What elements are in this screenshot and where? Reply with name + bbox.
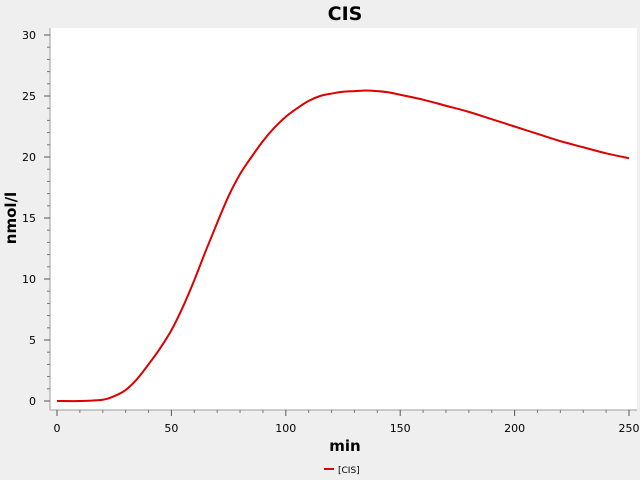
legend-label: [CIS] bbox=[338, 466, 360, 476]
x-tick-label: 100 bbox=[275, 422, 296, 435]
x-tick-label: 250 bbox=[619, 422, 640, 435]
y-tick-label: 20 bbox=[22, 151, 36, 164]
y-tick-label: 15 bbox=[22, 212, 36, 225]
y-tick-label: 0 bbox=[29, 395, 36, 408]
x-axis-ticks: 0 50 100 150 200 250 bbox=[54, 410, 640, 435]
x-tick-label: 50 bbox=[164, 422, 178, 435]
plot-area bbox=[50, 28, 637, 410]
x-tick-label: 0 bbox=[54, 422, 61, 435]
y-axis-label: nmol/l bbox=[2, 192, 20, 244]
series-line-0 bbox=[56, 89, 630, 403]
y-tick-label: 5 bbox=[29, 334, 36, 347]
y-tick-label: 25 bbox=[22, 90, 36, 103]
y-axis-ticks: 0 5 10 15 20 25 30 bbox=[22, 29, 50, 408]
chart-title: CIS bbox=[328, 3, 363, 25]
x-tick-label: 200 bbox=[504, 422, 525, 435]
legend: [CIS] bbox=[324, 466, 360, 476]
y-tick-label: 10 bbox=[22, 273, 36, 286]
series-group bbox=[56, 89, 630, 403]
x-tick-label: 150 bbox=[390, 422, 411, 435]
x-axis-label: min bbox=[329, 437, 360, 455]
y-tick-label: 30 bbox=[22, 29, 36, 42]
